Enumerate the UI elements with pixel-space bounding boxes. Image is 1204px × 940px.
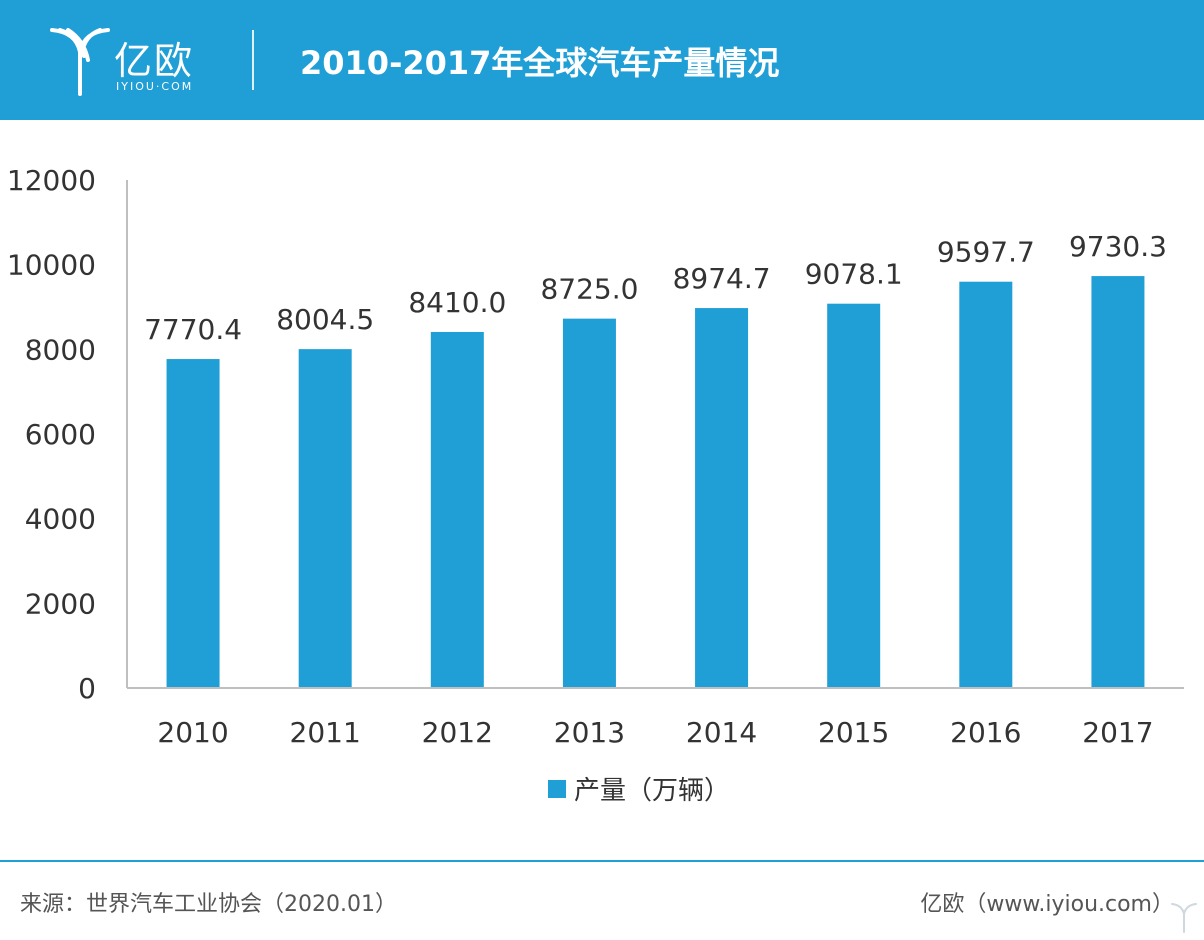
bar-2011 — [298, 349, 352, 688]
legend-swatch — [548, 780, 566, 798]
header-divider — [252, 30, 254, 90]
x-tick-label-2010: 2010 — [157, 716, 228, 749]
watermark-logo-icon — [1171, 903, 1197, 933]
x-tick-label-2017: 2017 — [1082, 716, 1153, 749]
data-label-2011: 8004.5 — [276, 303, 374, 336]
x-tick-label-2014: 2014 — [686, 716, 757, 749]
y-tick-label: 2000 — [25, 587, 96, 620]
data-label-2017: 9730.3 — [1069, 230, 1167, 263]
legend-label: 产量（万辆） — [574, 776, 730, 806]
data-label-2014: 8974.7 — [673, 262, 771, 295]
chart-legend: 产量（万辆） — [548, 776, 730, 806]
logo-subtext: IYIOU·COM — [116, 80, 194, 93]
data-label-2010: 7770.4 — [144, 313, 242, 346]
bar-2014 — [695, 308, 749, 688]
data-label-2015: 9078.1 — [805, 258, 903, 291]
x-tick-label-2011: 2011 — [290, 716, 361, 749]
y-tick-label: 4000 — [25, 503, 96, 536]
bar-2017 — [1091, 276, 1145, 688]
iyiou-logo-icon — [50, 28, 110, 96]
y-tick-label: 8000 — [25, 333, 96, 366]
x-tick-label-2015: 2015 — [818, 716, 889, 749]
data-label-2016: 9597.7 — [937, 236, 1035, 269]
bar-2016 — [959, 281, 1013, 688]
x-tick-label-2013: 2013 — [554, 716, 625, 749]
x-tick-label-2012: 2012 — [422, 716, 493, 749]
y-tick-label: 12000 — [7, 164, 96, 197]
production-bar-chart: 0 2000 4000 6000 8000 10000 12000 7770.4 8004.5… — [7, 164, 1184, 806]
y-tick-label: 10000 — [7, 249, 96, 282]
bar-2012 — [430, 331, 484, 688]
data-label-2012: 8410.0 — [408, 286, 506, 319]
data-label-2013: 8725.0 — [540, 273, 638, 306]
bar-2015 — [827, 303, 881, 688]
bar-2013 — [562, 318, 616, 688]
footer-divider — [0, 860, 1204, 862]
bar-2010 — [166, 359, 220, 688]
header-bar: 亿欧 IYIOU·COM 2010-2017年全球汽车产量情况 — [0, 0, 1204, 120]
page-title: 2010-2017年全球汽车产量情况 — [300, 44, 780, 82]
source-note: 来源：世界汽车工业协会（2020.01） — [20, 892, 397, 917]
brand-link-text: 亿欧（www.iyiou.com） — [920, 892, 1174, 917]
x-tick-label-2016: 2016 — [950, 716, 1021, 749]
y-tick-label: 6000 — [25, 418, 96, 451]
logo-text: 亿欧 — [114, 39, 195, 83]
y-tick-label: 0 — [78, 672, 96, 705]
